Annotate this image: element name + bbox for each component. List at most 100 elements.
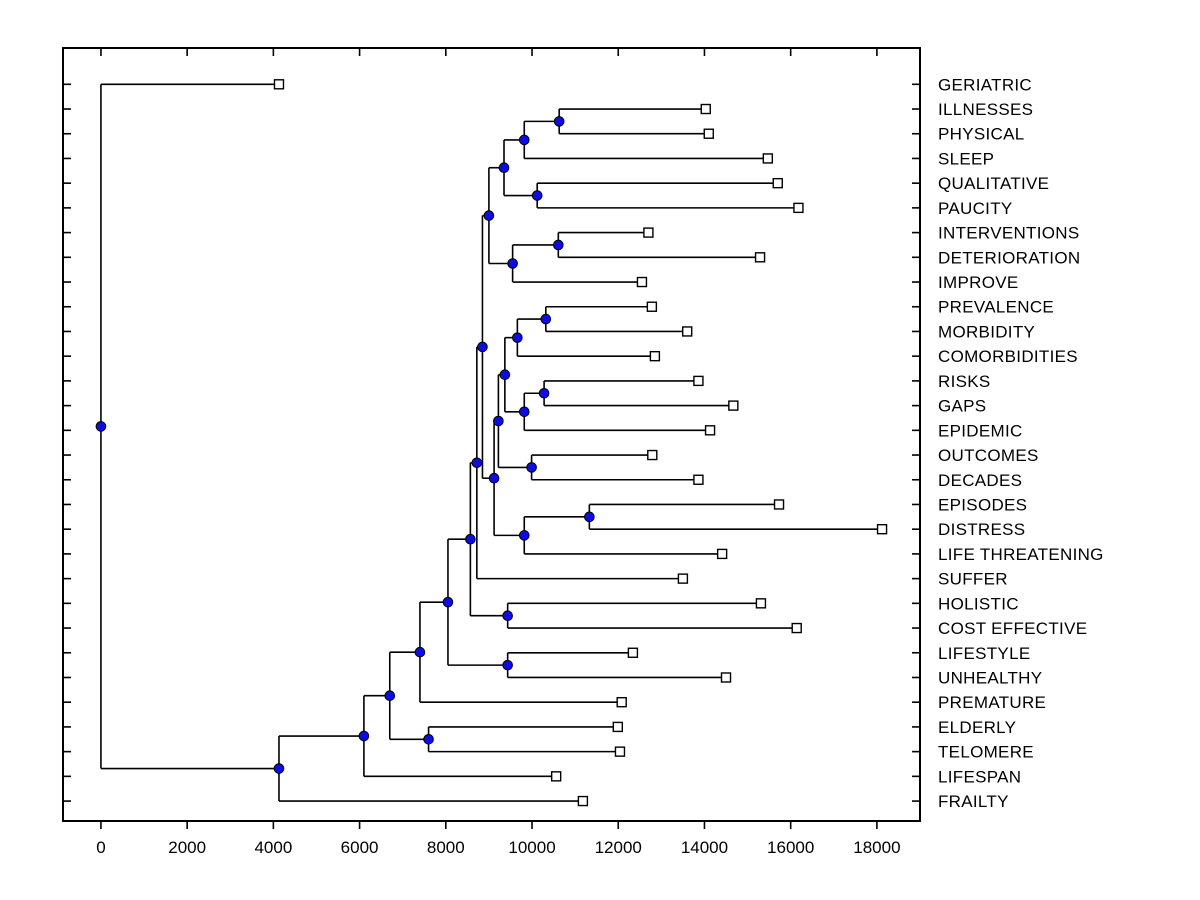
x-axis-tick-label: 14000 — [681, 838, 728, 857]
cluster-node-marker — [540, 313, 552, 325]
leaf-marker — [716, 548, 728, 560]
leaf-marker — [754, 252, 766, 263]
leaf-label: DISTRESS — [938, 520, 1025, 539]
leaf-label: HOLISTIC — [938, 594, 1019, 613]
leaf-label: RISKS — [938, 372, 991, 391]
cluster-node-marker — [471, 457, 483, 469]
leaf-label: LIFESTYLE — [938, 644, 1030, 663]
leaf-marker — [720, 672, 732, 683]
cluster-node-marker — [465, 533, 476, 545]
cluster-node-marker — [526, 462, 537, 473]
cluster-node-marker — [273, 763, 285, 774]
leaf-label: QUALITATIVE — [938, 174, 1049, 193]
leaf-label: OUTCOMES — [938, 446, 1039, 465]
leaf-marker — [700, 103, 711, 115]
leaf-label: IMPROVE — [938, 273, 1019, 292]
leaf-marker — [693, 474, 704, 485]
x-axis-tick-label: 6000 — [341, 838, 379, 857]
x-axis-tick-label: 18000 — [853, 838, 900, 857]
cluster-node-marker — [502, 610, 513, 621]
leaf-label: GAPS — [938, 397, 986, 416]
leaf-label: TELOMERE — [938, 743, 1034, 762]
leaf-marker — [793, 202, 804, 214]
leaf-marker — [577, 795, 589, 807]
leaf-marker — [612, 721, 624, 733]
cluster-node-marker — [518, 406, 530, 418]
x-axis-tick-label: 4000 — [254, 838, 292, 857]
leaf-marker — [682, 326, 693, 337]
leaf-label: COST EFFECTIVE — [938, 619, 1087, 638]
leaf-label: EPISODES — [938, 495, 1027, 514]
cluster-node-marker — [488, 472, 500, 484]
leaf-marker — [772, 177, 783, 189]
leaf-label: PREVALENCE — [938, 298, 1054, 317]
leaf-marker — [704, 425, 716, 436]
leaf-marker — [647, 449, 658, 461]
leaf-marker — [643, 227, 654, 238]
x-axis-tick-label: 16000 — [767, 838, 814, 857]
cluster-node-marker — [553, 239, 564, 251]
cluster-node-marker — [538, 387, 550, 399]
leaf-label: PAUCITY — [938, 199, 1013, 218]
leaf-marker — [636, 276, 648, 288]
cluster-node-marker — [414, 646, 426, 658]
leaf-label: ILLNESSES — [938, 100, 1033, 119]
cluster-node-marker — [477, 341, 488, 353]
leaf-marker — [791, 622, 802, 634]
cluster-node-marker — [499, 369, 511, 381]
leaf-marker — [762, 153, 774, 164]
cluster-node-marker — [512, 332, 523, 343]
plot-box — [62, 47, 921, 822]
leaf-label: DECADES — [938, 471, 1022, 490]
cluster-node-marker — [95, 421, 107, 432]
leaf-marker — [273, 79, 285, 90]
leaf-marker — [627, 647, 639, 658]
leaf-label: LIFESPAN — [938, 767, 1021, 786]
cluster-node-marker — [502, 659, 513, 671]
leaf-marker — [649, 350, 661, 362]
cluster-node-marker — [584, 511, 595, 523]
cluster-node-marker — [384, 690, 396, 702]
leaf-label: SLEEP — [938, 149, 994, 168]
leaf-marker — [614, 746, 626, 757]
leaf-label: SUFFER — [938, 570, 1008, 589]
cluster-node-marker — [518, 134, 530, 146]
leaf-label: COMORBIDITIES — [938, 347, 1078, 366]
leaf-label: MORBIDITY — [938, 322, 1035, 341]
leaf-marker — [550, 771, 562, 782]
leaf-marker — [773, 499, 785, 510]
leaf-marker — [693, 375, 704, 387]
leaf-marker — [677, 573, 689, 584]
cluster-node-marker — [423, 733, 434, 745]
cluster-node-marker — [498, 162, 510, 174]
x-axis-tick-label: 10000 — [508, 838, 555, 857]
cluster-node-marker — [531, 190, 543, 201]
leaf-label: PREMATURE — [938, 693, 1046, 712]
leaf-marker — [876, 523, 888, 535]
x-axis-tick-label: 8000 — [427, 838, 465, 857]
cluster-node-marker — [493, 415, 504, 427]
leaf-marker — [728, 400, 739, 411]
x-axis-tick-label: 12000 — [595, 838, 642, 857]
leaf-marker — [616, 697, 627, 708]
x-axis-tick-label: 2000 — [168, 838, 206, 857]
cluster-node-marker — [553, 116, 565, 127]
cluster-node-marker — [442, 596, 454, 608]
leaf-label: ELDERLY — [938, 718, 1016, 737]
cluster-node-marker — [358, 730, 370, 742]
leaf-label: INTERVENTIONS — [938, 224, 1080, 243]
cluster-node-marker — [518, 530, 530, 541]
leaf-label: FRAILTY — [938, 792, 1009, 811]
leaf-label: EPIDEMIC — [938, 421, 1023, 440]
leaf-label: LIFE THREATENING — [938, 545, 1104, 564]
leaf-label: GERIATRIC — [938, 75, 1032, 94]
leaf-label: DETERIORATION — [938, 248, 1080, 267]
leaf-marker — [703, 128, 714, 139]
leaf-marker — [755, 598, 767, 609]
leaf-label: PHYSICAL — [938, 125, 1025, 144]
x-axis-tick-label: 0 — [96, 838, 105, 857]
cluster-node-marker — [483, 210, 495, 221]
leaf-marker — [646, 301, 658, 312]
